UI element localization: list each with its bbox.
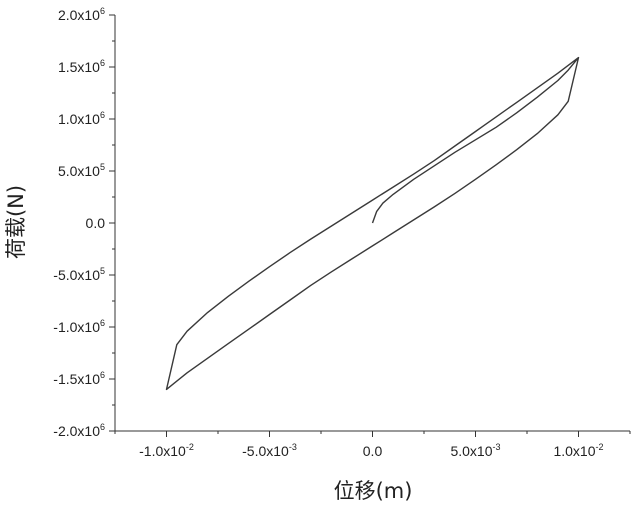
plot-area xyxy=(165,56,580,391)
y-axis-ticks: 2.0x106 1.5x106 1.0x106 5.0x105 0.0 -5.0x105 -… xyxy=(53,6,115,439)
y-tick-label: 1.5x106 xyxy=(58,58,105,75)
hysteresis-curve xyxy=(165,56,580,391)
y-tick-label: -1.0x106 xyxy=(53,318,105,335)
x-tick-label: 0.0 xyxy=(363,443,383,459)
y-tick-label: -5.0x105 xyxy=(53,266,105,283)
x-tick-label: 1.0x10-2 xyxy=(553,442,603,459)
y-axis-label: 荷载(N) xyxy=(4,185,28,259)
x-tick-label: 5.0x10-3 xyxy=(450,442,500,459)
y-tick-label: 2.0x106 xyxy=(58,6,105,23)
y-tick-label: -1.5x106 xyxy=(53,370,105,387)
y-tick-label: -2.0x106 xyxy=(53,422,105,439)
x-tick-label: -1.0x10-2 xyxy=(139,442,194,459)
y-tick-label: 1.0x106 xyxy=(58,110,105,127)
y-tick-label: 5.0x105 xyxy=(58,162,105,179)
x-tick-label: -5.0x10-3 xyxy=(242,442,297,459)
x-axis-ticks: -1.0x10-2 -5.0x10-3 0.0 5.0x10-3 1.0x10-2 xyxy=(114,431,631,459)
y-tick-label: 0.0 xyxy=(86,215,106,231)
x-axis-label: 位移(m) xyxy=(334,479,413,503)
